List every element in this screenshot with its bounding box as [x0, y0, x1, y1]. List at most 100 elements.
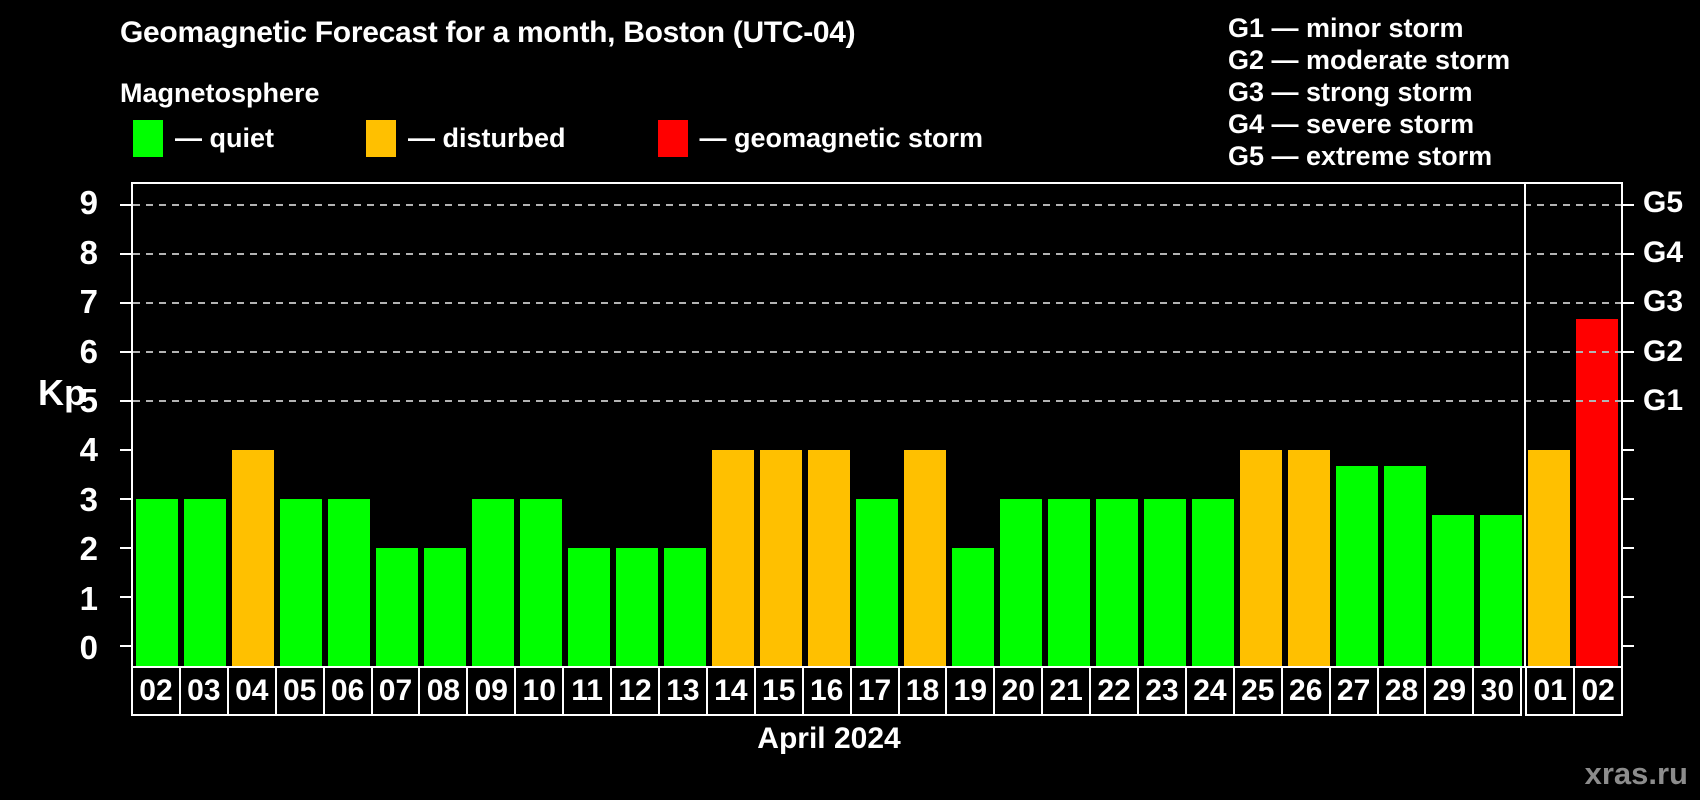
bar-day-21 [1047, 499, 1091, 666]
bar-slot-02 [1573, 184, 1621, 666]
bar-day-04 [231, 450, 275, 666]
day-cell-18: 18 [897, 666, 948, 716]
bar-day-08 [423, 548, 467, 666]
day-cell-07: 07 [370, 666, 421, 716]
left-tick-kp7 [120, 302, 131, 305]
day-cell-09: 09 [466, 666, 517, 716]
right-tick-kp5 [1623, 400, 1634, 403]
day-cell-24: 24 [1184, 666, 1235, 716]
day-cell-25: 25 [1232, 666, 1283, 716]
y-axis-label-5: 5 [79, 382, 98, 420]
bar-slot-09 [469, 184, 517, 666]
day-cell-21: 21 [1041, 666, 1092, 716]
bar-slot-29 [1429, 184, 1477, 666]
right-tick-kp3 [1623, 498, 1634, 501]
left-tick-kp2 [120, 547, 131, 550]
bar-day-12 [615, 548, 659, 666]
left-tick-kp5 [120, 400, 131, 403]
page-title: Geomagnetic Forecast for a month, Boston… [120, 16, 856, 49]
gridline-kp6 [133, 351, 1621, 354]
bar-day-14 [711, 450, 755, 666]
bar-day-10 [519, 499, 563, 666]
day-label-row: 02 03 04 05 06 07 08 09 10 11 12 13 14 15 16 17 18 19 20 21… [131, 666, 1624, 716]
bar-day-02 [1575, 319, 1619, 666]
day-cell-30: 30 [1472, 666, 1523, 716]
bar-slot-15 [757, 184, 805, 666]
right-tick-kp6 [1623, 351, 1634, 354]
right-tick-kp0 [1623, 645, 1634, 648]
bar-slot-11 [565, 184, 613, 666]
bar-slot-16 [805, 184, 853, 666]
bar-slot-14 [709, 184, 757, 666]
left-tick-kp9 [120, 204, 131, 207]
y-axis-label-4: 4 [79, 431, 98, 469]
day-cell-08: 08 [418, 666, 469, 716]
left-tick-kp1 [120, 596, 131, 599]
g-axis-label-g5: G5 [1643, 186, 1684, 220]
g-axis-labels: G1 G2 G3 G4 G5 [1637, 182, 1700, 668]
month-label: April 2024 [757, 722, 901, 755]
bar-slot-01 [1525, 184, 1573, 666]
bar-day-15 [759, 450, 803, 666]
bar-day-25 [1239, 450, 1283, 666]
y-axis-label-7: 7 [79, 283, 98, 321]
day-cell-13: 13 [657, 666, 708, 716]
bar-day-18 [903, 450, 947, 666]
day-cell-12: 12 [610, 666, 660, 716]
bar-slot-06 [325, 184, 373, 666]
left-tick-kp6 [120, 351, 131, 354]
left-tick-kp0 [120, 645, 131, 648]
right-tick-kp8 [1623, 253, 1634, 256]
magnetosphere-subtitle: Magnetosphere [120, 78, 320, 108]
y-axis-label-8: 8 [79, 233, 98, 271]
day-cell-06: 06 [322, 666, 373, 716]
y-axis-label-3: 3 [79, 480, 98, 518]
bar-day-11 [567, 548, 611, 666]
storm-swatch-icon [657, 120, 688, 157]
kp-axis-title: Kp [38, 372, 86, 413]
day-cell-27: 27 [1328, 666, 1379, 716]
day-cell-14: 14 [705, 666, 756, 716]
bar-day-29 [1431, 515, 1475, 666]
right-tick-kp1 [1623, 596, 1634, 599]
day-cell-02: 02 [131, 666, 181, 716]
bar-slot-02 [133, 184, 181, 666]
bar-slot-30 [1477, 184, 1525, 666]
bar-slot-18 [901, 184, 949, 666]
month-label-wrap: April 2024 [131, 722, 1527, 756]
day-cell-11: 11 [562, 666, 613, 716]
day-cell-05: 05 [274, 666, 325, 716]
right-tick-kp2 [1623, 547, 1634, 550]
day-cell-02: 02 [1573, 666, 1624, 716]
bar-slot-22 [1093, 184, 1141, 666]
day-cell-26: 26 [1280, 666, 1331, 716]
y-axis-label-2: 2 [79, 530, 98, 568]
day-cell-04: 04 [226, 666, 277, 716]
gridline-kp8 [133, 253, 1621, 256]
bar-slot-23 [1141, 184, 1189, 666]
quiet-swatch-icon [133, 120, 163, 157]
left-tick-kp4 [120, 449, 131, 452]
bar-day-30 [1479, 515, 1523, 666]
bar-slot-25 [1237, 184, 1285, 666]
day-cell-22: 22 [1089, 666, 1140, 716]
legend-item-disturbed: — disturbed [366, 120, 566, 157]
bar-slot-27 [1333, 184, 1381, 666]
g-axis-label-g2: G2 [1643, 334, 1684, 368]
right-tick-kp4 [1623, 449, 1634, 452]
left-tick-kp8 [120, 253, 131, 256]
bar-slot-04 [229, 184, 277, 666]
bar-day-06 [327, 499, 371, 666]
g-axis-label-g3: G3 [1643, 285, 1684, 319]
day-cell-28: 28 [1376, 666, 1427, 716]
bar-slot-24 [1189, 184, 1237, 666]
bar-slot-12 [613, 184, 661, 666]
bar-slot-13 [661, 184, 709, 666]
right-tick-kp7 [1623, 302, 1634, 305]
bar-slot-07 [373, 184, 421, 666]
y-axis-label-1: 1 [79, 579, 98, 617]
legend-label-disturbed: — disturbed [408, 123, 566, 153]
day-cell-23: 23 [1137, 666, 1187, 716]
day-cell-19: 19 [945, 666, 996, 716]
